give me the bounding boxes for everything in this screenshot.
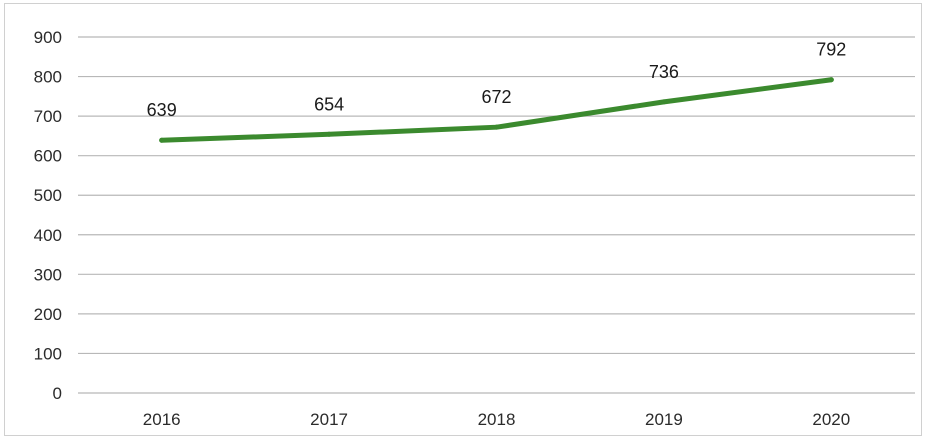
chart-frame: [4, 3, 922, 436]
data-point: [159, 137, 165, 143]
gridlines: [78, 36, 915, 394]
y-tick-label: 0: [53, 384, 62, 403]
x-tick-label: 2020: [812, 410, 850, 429]
data-point: [661, 99, 667, 105]
y-tick-label: 400: [34, 226, 62, 245]
data-label: 672: [481, 87, 511, 107]
y-tick-label: 600: [34, 147, 62, 166]
x-tick-label: 2017: [310, 410, 348, 429]
y-tick-label: 100: [34, 344, 62, 363]
data-label: 639: [147, 100, 177, 120]
data-point: [326, 131, 332, 137]
series-layer: [159, 77, 834, 143]
data-labels: 639 654 672 736 792: [147, 40, 847, 121]
y-tick-label: 900: [34, 28, 62, 47]
y-tick-label: 300: [34, 265, 62, 284]
x-tick-label: 2019: [645, 410, 683, 429]
data-label: 736: [649, 62, 679, 82]
data-label: 654: [314, 94, 344, 114]
y-tick-label: 700: [34, 107, 62, 126]
x-axis-ticks: 2016 2017 2018 2019 2020: [143, 410, 850, 429]
data-label: 792: [816, 40, 846, 60]
y-tick-label: 800: [34, 68, 62, 87]
data-point: [828, 77, 834, 83]
x-tick-label: 2016: [143, 410, 181, 429]
x-tick-label: 2018: [478, 410, 516, 429]
y-axis-ticks: 0 100 200 300 400 500 600 700 800 900: [34, 28, 62, 403]
y-tick-label: 200: [34, 305, 62, 324]
data-point: [494, 124, 499, 130]
y-tick-label: 500: [34, 186, 62, 205]
